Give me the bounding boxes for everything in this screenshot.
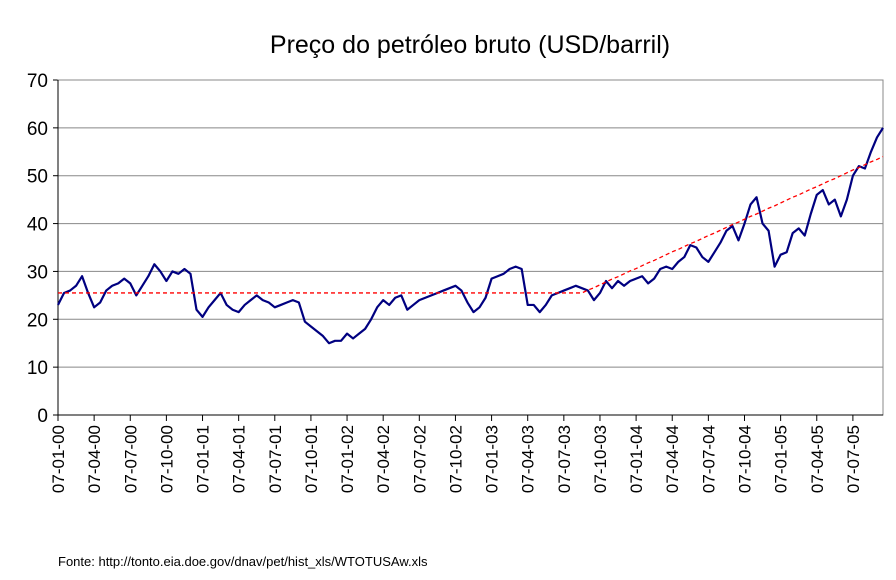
x-tick-label: 07-04-05 [808,425,827,493]
x-tick-label: 07-10-01 [302,425,321,493]
x-tick-label: 07-07-03 [555,425,574,493]
y-tick-label: 10 [27,358,48,379]
x-tick-label: 07-07-00 [121,425,140,493]
x-tick-label: 07-04-04 [663,425,682,493]
x-tick-label: 07-10-00 [157,425,176,493]
x-tick-label: 07-04-03 [519,425,538,493]
y-tick-label: 50 [27,167,48,188]
y-tick-label: 40 [27,215,48,236]
y-tick-label: 0 [37,406,48,427]
x-tick-label: 07-04-01 [230,425,249,493]
x-tick-label: 07-10-03 [591,425,610,493]
trend-line [58,155,884,294]
x-tick-label: 07-01-04 [627,425,646,493]
x-tick-label: 07-07-01 [266,425,285,493]
x-tick-label: 07-10-04 [735,425,754,493]
price-line [57,127,884,345]
x-tick-label: 07-01-02 [338,425,357,493]
x-tick-label: 07-01-05 [772,425,791,493]
x-tick-label: 07-01-03 [483,425,502,493]
y-tick-label: 20 [27,310,48,331]
x-tick-label: 07-10-02 [446,425,465,493]
y-tick-label: 60 [27,119,48,140]
source-note: Fonte: http://tonto.eia.doe.gov/dnav/pet… [58,554,428,569]
plot-border [57,79,884,416]
x-tick-label: 07-01-01 [194,425,213,493]
chart-title: Preço do petróleo bruto (USD/barril) [270,31,670,59]
x-tick-label: 07-07-04 [699,425,718,493]
y-tick-label: 30 [27,262,48,283]
x-tick-label: 07-07-05 [844,425,863,493]
x-tick-label: 07-04-00 [85,425,104,493]
x-tick-label: 07-01-00 [49,425,68,493]
x-tick-label: 07-04-02 [374,425,393,493]
x-tick-label: 07-07-02 [410,425,429,493]
y-tick-label: 70 [27,71,48,92]
